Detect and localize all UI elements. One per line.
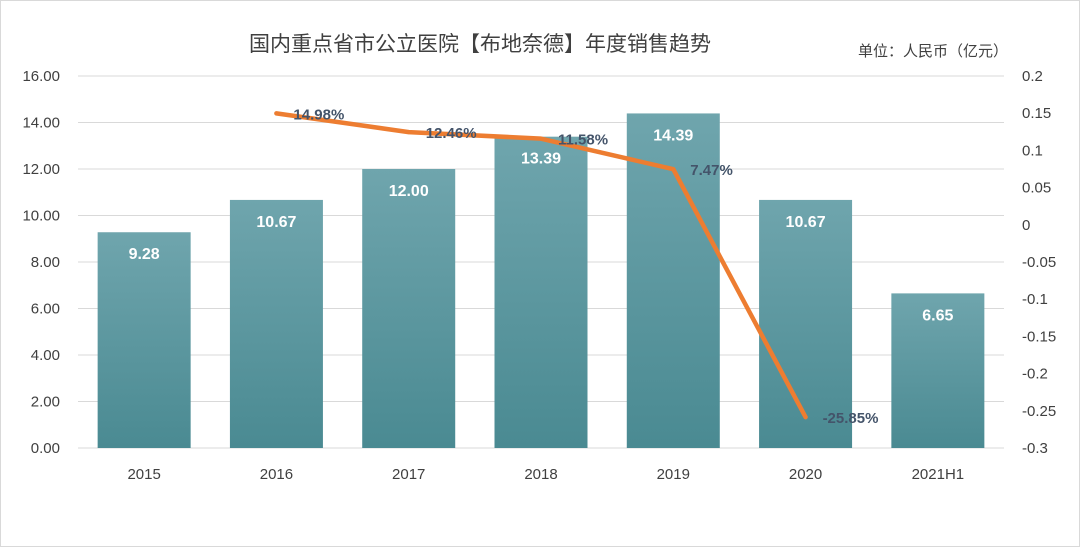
y-left-tick-label: 0.00: [31, 440, 60, 457]
x-tick-label: 2015: [127, 466, 160, 483]
y-right-tick-label: -0.25: [1022, 403, 1056, 420]
y-right-tick-label: -0.3: [1022, 440, 1048, 457]
line-data-label: 7.47%: [690, 162, 733, 179]
bar: [229, 199, 323, 448]
bar: [759, 199, 853, 448]
y-right-tick-label: -0.15: [1022, 328, 1056, 345]
bar-data-label: 9.28: [129, 246, 160, 263]
x-tick-label: 2020: [789, 466, 822, 483]
y-left-tick-label: 6.00: [31, 301, 60, 318]
line-data-label: -25.85%: [823, 410, 879, 427]
y-right-tick-label: 0.15: [1022, 105, 1051, 122]
x-tick-label: 2019: [657, 466, 690, 483]
bar-data-label: 10.67: [256, 214, 296, 231]
line-point: [274, 111, 279, 116]
y-left-tick-label: 8.00: [31, 254, 60, 271]
chart-title: 国内重点省市公立医院【布地奈德】年度销售趋势: [249, 32, 711, 56]
y-right-tick-label: 0.2: [1022, 68, 1043, 85]
y-left-tick-label: 12.00: [22, 161, 60, 178]
x-tick-label: 2017: [392, 466, 425, 483]
x-tick-label: 2016: [260, 466, 293, 483]
line-data-label: 14.98%: [293, 106, 344, 123]
bar-data-label: 14.39: [653, 127, 693, 144]
bar-data-label: 6.65: [922, 307, 953, 324]
y-left-tick-label: 10.00: [22, 208, 60, 225]
y-right-tick-label: -0.05: [1022, 254, 1056, 271]
y-right-tick-label: -0.1: [1022, 291, 1048, 308]
line-data-label: 12.46%: [426, 125, 477, 142]
bar: [97, 232, 191, 448]
y-right-tick-label: 0.05: [1022, 180, 1051, 197]
bar: [494, 136, 588, 448]
y-right-tick-label: 0.1: [1022, 142, 1043, 159]
bar-data-label: 10.67: [786, 214, 826, 231]
y-left-tick-label: 4.00: [31, 347, 60, 364]
line-point: [671, 167, 676, 172]
y-right-tick-label: -0.2: [1022, 366, 1048, 383]
bar-data-label: 13.39: [521, 151, 561, 168]
bar-data-label: 12.00: [389, 183, 429, 200]
bar: [362, 169, 456, 448]
line-data-label: 11.58%: [558, 132, 608, 149]
bar: [891, 293, 985, 448]
line-point: [539, 136, 543, 141]
y-left-tick-label: 14.00: [22, 115, 60, 132]
x-tick-label: 2021H1: [912, 466, 965, 483]
y-right-tick-label: 0: [1022, 217, 1030, 234]
line-point: [406, 130, 411, 135]
line-point: [803, 415, 808, 420]
y-left-tick-label: 16.00: [22, 68, 60, 85]
y-left-tick-label: 2.00: [31, 394, 60, 411]
x-tick-label: 2018: [524, 466, 557, 483]
unit-label: 单位：人民币（亿元）: [858, 42, 1009, 60]
